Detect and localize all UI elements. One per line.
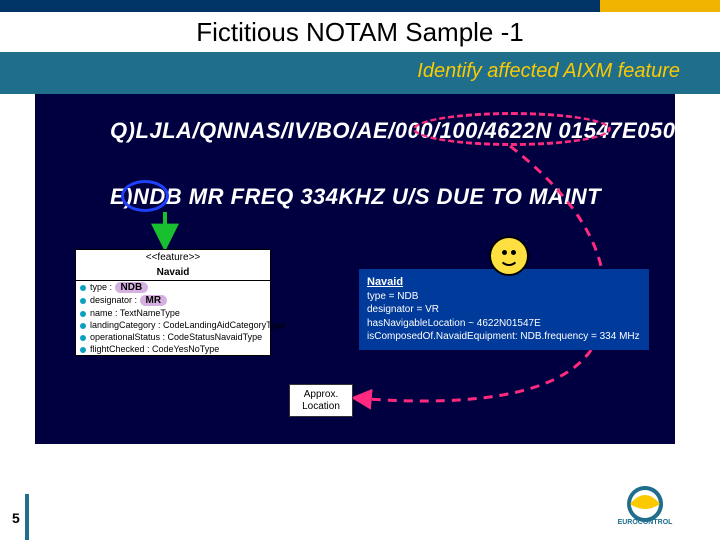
feature-label: flightChecked : CodeYesNoType [90, 344, 219, 354]
feature-label: designator : [90, 295, 137, 305]
pill-ndb: NDB [115, 282, 149, 293]
feature-row-landing: landingCategory : CodeLandingAidCategory… [76, 319, 270, 331]
left-accent-bar [25, 494, 29, 540]
feature-label: type : [90, 282, 112, 292]
approx-location-box: Approx. Location [289, 384, 353, 417]
smiley-icon [489, 236, 529, 276]
feature-stereotype: <<feature>> [76, 250, 270, 265]
slide-subtitle: Identify affected AIXM feature [417, 60, 680, 83]
navaid-instance-box: Navaid type = NDB designator = VR hasNav… [359, 269, 649, 350]
feature-row-opstatus: operationalStatus : CodeStatusNavaidType [76, 331, 270, 343]
navaid-line: type = NDB [367, 290, 641, 304]
pill-mr: MR [140, 295, 168, 306]
top-strip-navy [0, 0, 600, 12]
feature-row-name: name : TextNameType [76, 307, 270, 319]
feature-class-box: <<feature>> Navaid type : NDB designator… [75, 249, 271, 356]
navaid-line: designator = VR [367, 303, 641, 317]
slide-title: Fictitious NOTAM Sample -1 [0, 12, 720, 52]
feature-label: operationalStatus : CodeStatusNavaidType [90, 332, 262, 342]
subtitle-bar: Identify affected AIXM feature [0, 52, 720, 94]
feature-row-type: type : NDB [76, 281, 270, 294]
logo-text: EUROCONTROL [618, 519, 674, 526]
notam-e-line: E)NDB MR FREQ 334KHZ U/S DUE TO MAINT [110, 184, 601, 210]
coord-highlight-oval [413, 112, 611, 146]
feature-row-designator: designator : MR [76, 294, 270, 307]
ndb-highlight-circle [121, 180, 169, 212]
top-strip [0, 0, 720, 12]
approx-line2: Location [292, 401, 350, 413]
feature-label: landingCategory : CodeLandingAidCategory… [90, 320, 286, 330]
navaid-line: hasNavigableLocation ~ 4622N01547E [367, 317, 641, 331]
navaid-line: isComposedOf.NavaidEquipment: NDB.freque… [367, 330, 641, 344]
navaid-heading: Navaid [367, 275, 641, 290]
eurocontrol-logo: EUROCONTROL [600, 484, 690, 526]
feature-label: name : TextNameType [90, 308, 180, 318]
diagram-canvas: Q)LJLA/QNNAS/IV/BO/AE/000/100/4622N 0154… [35, 94, 675, 444]
feature-row-flightchecked: flightChecked : CodeYesNoType [76, 343, 270, 355]
approx-line1: Approx. [292, 389, 350, 401]
slide-root: Fictitious NOTAM Sample -1 Identify affe… [0, 0, 720, 540]
feature-class-name: Navaid [76, 265, 270, 280]
page-number: 5 [12, 510, 20, 526]
top-strip-gold [600, 0, 720, 12]
